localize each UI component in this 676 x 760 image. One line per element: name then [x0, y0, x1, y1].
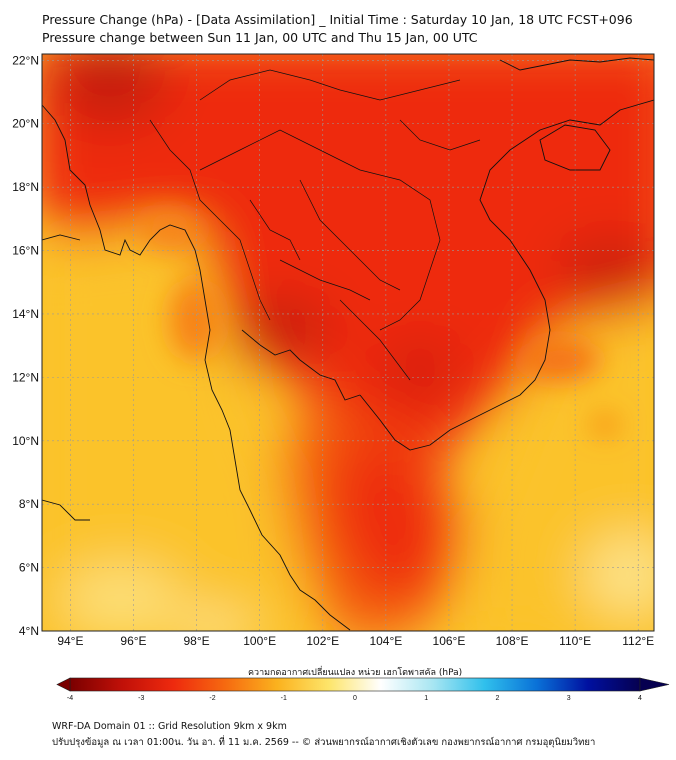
lat-tick-label: 16°N — [12, 244, 39, 258]
graticule-lines — [42, 54, 654, 631]
footer-credit: ปรับปรุงข้อมูล ณ เวลา 01:00น. วัน อา. ที… — [52, 737, 596, 748]
lon-tick-label: 112°E — [622, 634, 654, 648]
lat-tick-label: 22°N — [12, 53, 39, 67]
chart-title: Pressure Change (hPa) - [Data Assimilati… — [42, 12, 633, 27]
lat-tick-label: 12°N — [12, 370, 39, 384]
chart-subtitle: Pressure change between Sun 11 Jan, 00 U… — [42, 30, 478, 45]
lon-tick-label: 102°E — [306, 634, 339, 648]
colorbar-tick-label: 2 — [496, 695, 500, 702]
colorbar-tick-label: -2 — [209, 695, 215, 702]
lon-tick-label: 94°E — [57, 634, 83, 648]
coastlines — [42, 57, 654, 631]
lat-tick-label: 14°N — [12, 307, 39, 321]
country-borders — [149, 69, 481, 381]
lon-tick-label: 106°E — [433, 634, 466, 648]
colorbar-label: ความกดอากาศเปลี่ยนแปลง หน่วย เฮกโตพาสคัล… — [248, 668, 463, 678]
lon-tick-label: 100°E — [243, 634, 276, 648]
colorbar: -4 -3 -2 -1 0 1 2 3 4 — [56, 677, 670, 702]
lon-tick-label: 98°E — [183, 634, 209, 648]
lat-tick-label: 8°N — [19, 497, 39, 511]
colorbar-tick-label: 1 — [424, 695, 428, 702]
colorbar-ticks: -4 -3 -2 -1 0 1 2 3 4 — [67, 695, 642, 702]
lon-tick-label: 108°E — [496, 634, 529, 648]
colorbar-tick-label: 0 — [353, 695, 357, 702]
latitude-labels: 22°N 20°N 18°N 16°N 14°N 12°N 10°N 8°N 6°N 4°N — [12, 53, 39, 638]
colorbar-tick-label: -3 — [138, 695, 144, 702]
colorbar-tick-label: 3 — [567, 695, 571, 702]
lat-tick-label: 6°N — [19, 561, 39, 575]
lon-tick-label: 96°E — [120, 634, 146, 648]
map-frame — [41, 53, 655, 632]
lon-tick-label: 110°E — [559, 634, 591, 648]
colorbar-tick-label: -1 — [281, 695, 287, 702]
lat-tick-label: 18°N — [12, 180, 39, 194]
colorbar-tick-label: 4 — [638, 695, 642, 702]
pressure-field — [42, 54, 654, 631]
longitude-labels: 94°E 96°E 98°E 100°E 102°E 104°E 106°E 108°E 110… — [57, 634, 654, 648]
lat-tick-label: 4°N — [19, 624, 39, 638]
lat-tick-label: 20°N — [12, 117, 39, 131]
colorbar-tick-label: -4 — [67, 695, 73, 702]
footer-model-info: WRF-DA Domain 01 :: Grid Resolution 9km … — [52, 721, 287, 732]
lat-tick-label: 10°N — [12, 434, 39, 448]
lon-tick-label: 104°E — [369, 634, 402, 648]
